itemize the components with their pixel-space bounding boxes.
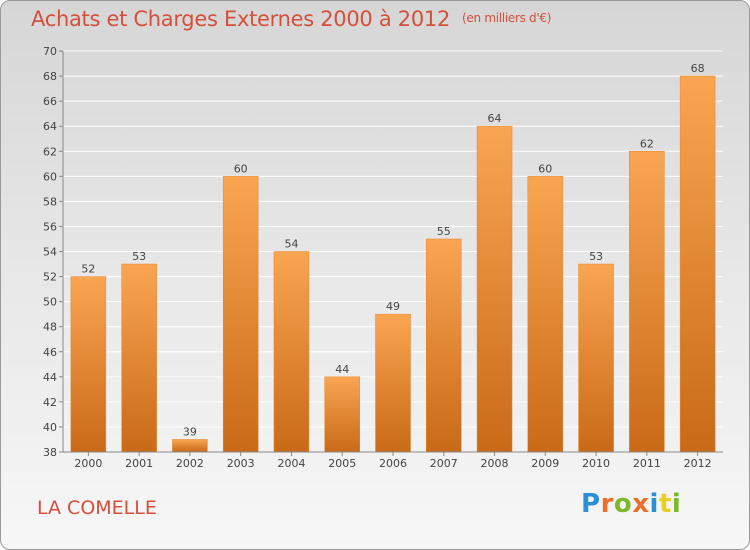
y-tick-label: 56 (43, 220, 57, 233)
x-tick-label-2010: 2010 (582, 457, 610, 470)
y-tick-label: 42 (43, 396, 57, 409)
value-label-2003: 60 (234, 162, 248, 175)
bar-2009 (527, 176, 564, 453)
y-tick-label: 48 (43, 321, 57, 334)
x-tick-label-2008: 2008 (481, 457, 509, 470)
bar-2011 (629, 151, 665, 453)
y-axis: 38 40 42 44 46 48 50 52 54 56 58 60 62 64 66 68 70 (43, 45, 64, 459)
logo-letter: r (600, 489, 614, 519)
bar-2007 (426, 238, 462, 453)
bars: 52 53 39 60 54 44 49 55 64 60 53 62 68 (70, 62, 716, 453)
y-tick-label: 60 (43, 170, 57, 183)
chart-unit: (en milliers d'€) (462, 11, 552, 25)
logo-letter: P (581, 489, 601, 519)
value-label-2008: 64 (488, 112, 502, 125)
proxiti-logo[interactable]: Proxiti (581, 489, 681, 519)
chart-title-text: Achats et Charges Externes 2000 à 2012 (31, 7, 451, 31)
logo-letter: i (649, 489, 659, 519)
value-label-2005: 44 (335, 363, 349, 376)
bar-2000 (70, 276, 107, 453)
value-label-2011: 62 (640, 137, 654, 150)
bar-2001 (121, 263, 157, 453)
bar-2002 (172, 439, 208, 453)
y-tick-label: 40 (43, 421, 57, 434)
value-label-2006: 49 (386, 300, 400, 313)
x-tick-label-2002: 2002 (176, 457, 204, 470)
x-tick-label-2004: 2004 (277, 457, 305, 470)
chart-title: Achats et Charges Externes 2000 à 2012 (e… (31, 7, 551, 31)
bar-2010 (578, 263, 614, 453)
bar-2004 (273, 251, 310, 453)
value-label-2007: 55 (437, 225, 451, 238)
bar-2005 (324, 376, 360, 453)
x-tick-label-2007: 2007 (430, 457, 458, 470)
bar-2003 (222, 176, 259, 453)
logo-letter: o (613, 489, 633, 519)
bar-2006 (375, 313, 411, 453)
x-tick-label-2000: 2000 (74, 457, 102, 470)
commune-name: LA COMELLE (37, 497, 157, 519)
x-tick-label-2011: 2011 (633, 457, 661, 470)
y-tick-label: 50 (43, 296, 57, 309)
x-tick-label-2003: 2003 (227, 457, 255, 470)
value-label-2001: 53 (132, 250, 146, 263)
value-label-2009: 60 (538, 162, 552, 175)
value-label-2010: 53 (589, 250, 603, 263)
y-tick-label: 52 (43, 271, 57, 284)
value-label-2000: 52 (81, 263, 95, 276)
x-tick-label-2005: 2005 (328, 457, 356, 470)
bar-2008 (476, 125, 513, 453)
value-label-2002: 39 (183, 425, 197, 438)
x-tick-label-2012: 2012 (684, 457, 712, 470)
x-tick-label-2009: 2009 (531, 457, 559, 470)
x-tick-label-2006: 2006 (379, 457, 407, 470)
logo-letter: i (671, 489, 682, 519)
x-tick-label-2001: 2001 (125, 457, 153, 470)
logo-letter: t (658, 489, 672, 519)
y-tick-label: 68 (43, 70, 57, 83)
y-tick-label: 70 (43, 45, 57, 58)
y-tick-label: 38 (43, 446, 57, 459)
y-tick-label: 64 (43, 120, 57, 133)
y-tick-label: 46 (43, 346, 57, 359)
y-tick-label: 54 (43, 246, 57, 259)
y-tick-label: 58 (43, 195, 57, 208)
x-axis: 2000 2001 2002 2003 2004 2005 2006 2007 2008 2009… (63, 451, 723, 470)
y-tick-label: 62 (43, 145, 57, 158)
bar-2012 (679, 75, 716, 453)
logo-letter: x (632, 489, 650, 519)
y-tick-label: 44 (43, 371, 57, 384)
value-label-2012: 68 (691, 62, 705, 75)
value-label-2004: 54 (284, 238, 298, 251)
y-tick-label: 66 (43, 95, 57, 108)
